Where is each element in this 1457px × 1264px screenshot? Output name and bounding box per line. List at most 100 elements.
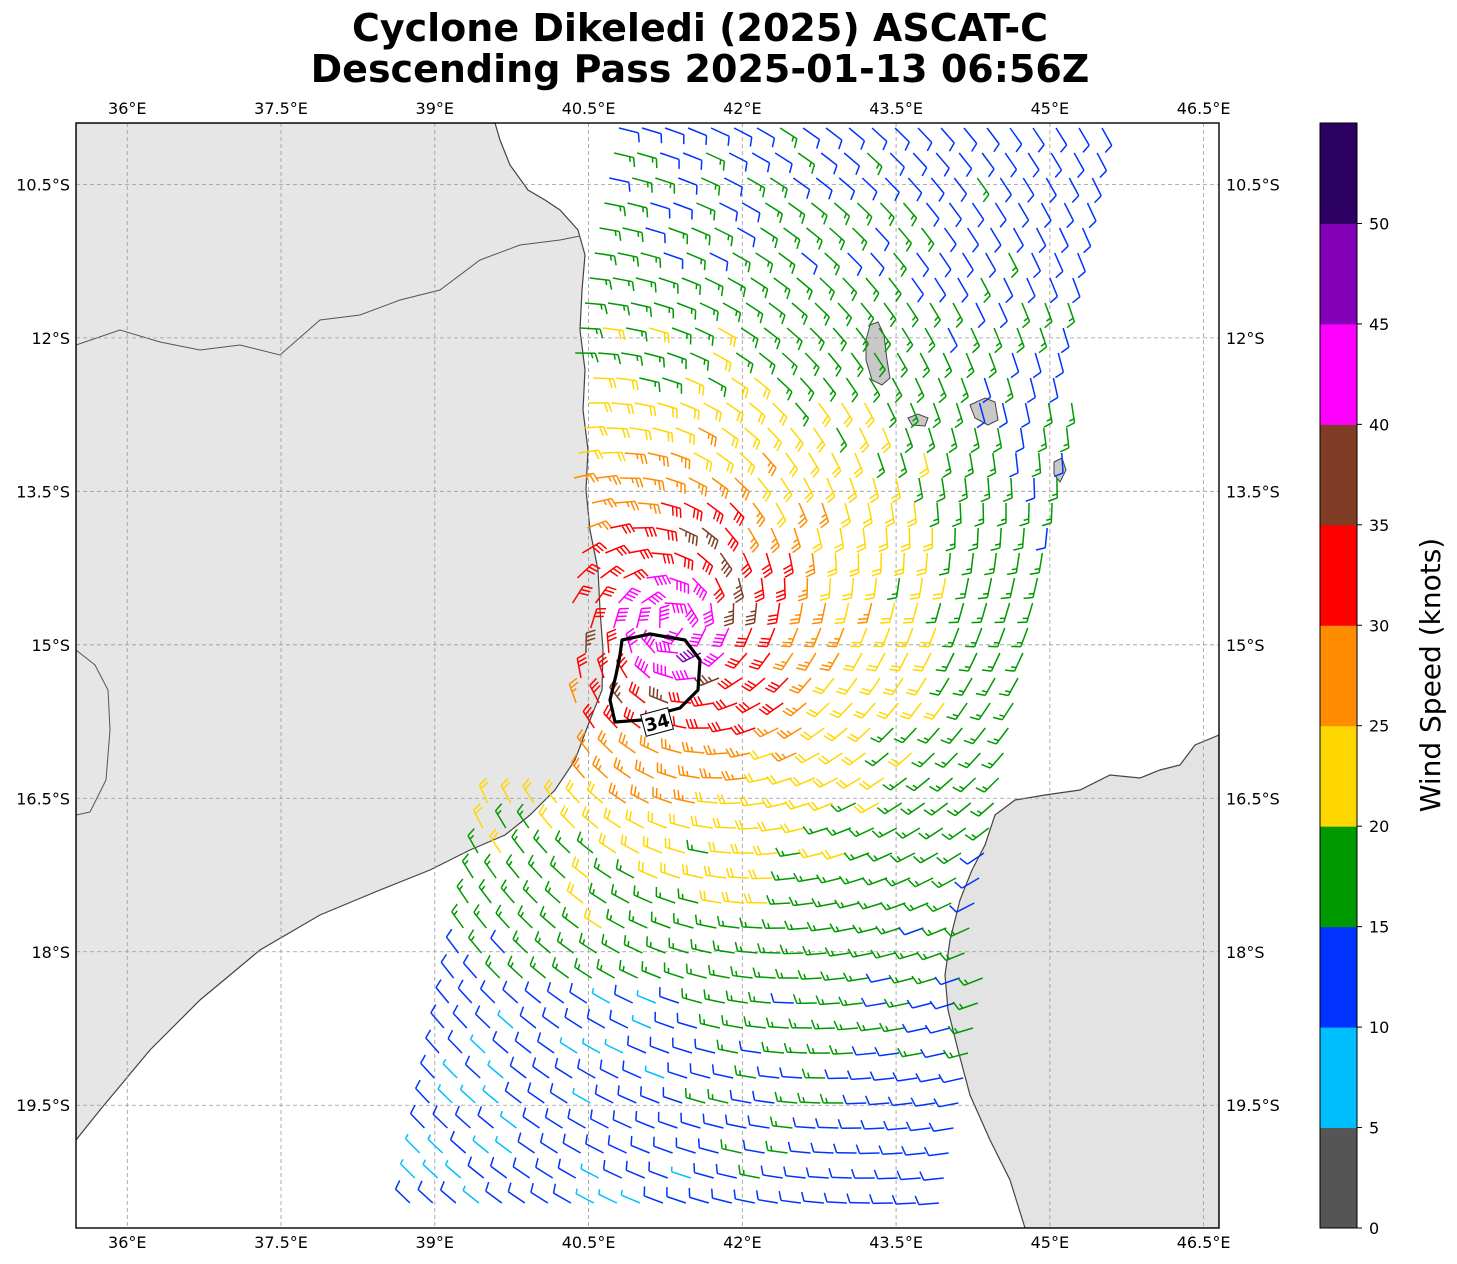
wind-barb (575, 352, 599, 363)
wind-barb (1078, 127, 1090, 153)
wind-barb (734, 941, 758, 954)
wind-barb (715, 1163, 737, 1179)
wind-barb (464, 1055, 481, 1079)
wind-barb (537, 1032, 555, 1054)
wind-barb (827, 352, 842, 377)
wind-barb (656, 527, 678, 542)
wind-barb (668, 937, 689, 954)
wind-barb (420, 1054, 435, 1079)
wind-barb (761, 798, 787, 809)
wind-barb (981, 652, 1001, 672)
wind-barb (809, 327, 825, 352)
wind-barb (797, 1092, 821, 1104)
wind-barb (432, 1105, 448, 1129)
wind-barb (883, 998, 909, 1008)
wind-barb (938, 1073, 964, 1084)
wind-barb (942, 627, 960, 648)
wind-barb (615, 500, 640, 511)
wind-barb (427, 1134, 444, 1154)
wind-barb (634, 402, 657, 417)
wind-barb (770, 992, 794, 1004)
wind-barb (596, 474, 622, 486)
wind-barb (711, 477, 729, 499)
wind-barb (951, 502, 962, 528)
wind-barb (852, 702, 876, 719)
wind-barb (734, 819, 759, 830)
wind-barb (931, 877, 957, 889)
wind-barb (887, 1096, 913, 1107)
wind-barb (730, 843, 754, 854)
wind-barb (837, 302, 853, 327)
wind-barb (788, 677, 812, 694)
wind-barb (861, 177, 878, 201)
wind-barb (716, 794, 741, 805)
wind-barb (522, 1107, 540, 1129)
wind-barb (869, 1071, 895, 1081)
wind-barbs (394, 127, 1113, 1206)
wind-barb (842, 1094, 867, 1105)
wind-barb (792, 994, 817, 1005)
wind-barb (988, 352, 997, 379)
wind-barb (935, 477, 946, 503)
wind-barb (779, 823, 806, 834)
wind-barb (603, 807, 622, 829)
wind-barb (637, 502, 661, 515)
wind-barb (656, 762, 677, 779)
wind-barb (855, 1144, 880, 1155)
wind-barb (637, 860, 658, 879)
wind-barb (825, 827, 852, 837)
wind-barb (725, 747, 751, 758)
figure-title-line2: Descending Pass 2025-01-13 06:56Z (310, 47, 1090, 91)
wind-barb (812, 777, 838, 788)
wind-barb (571, 856, 589, 879)
wind-barb (592, 755, 609, 779)
wind-barb (994, 202, 1007, 228)
wind-barb (819, 1093, 844, 1104)
wind-barb (963, 727, 986, 745)
wind-barb (681, 741, 705, 754)
wind-barb (721, 1015, 744, 1029)
wind-barb (827, 552, 838, 578)
wind-barb (532, 1057, 550, 1079)
wind-barb (594, 586, 617, 604)
wind-barb (589, 677, 601, 704)
wind-barb (725, 867, 750, 879)
wind-barb (589, 277, 613, 290)
africa-land (76, 123, 604, 1141)
wind-barb (878, 327, 892, 353)
wind-barb (667, 1062, 688, 1079)
country-border-west (76, 649, 111, 816)
wind-barb (889, 652, 909, 672)
wind-barb (842, 577, 855, 601)
wind-barb (702, 1113, 724, 1129)
colorbar-bin (1320, 323, 1357, 425)
wind-barb (901, 327, 914, 353)
wind-barb (945, 527, 956, 552)
wind-barb (1026, 377, 1037, 404)
wind-barb (888, 974, 914, 984)
wind-barb (929, 677, 950, 696)
wind-barb (497, 1009, 514, 1029)
wind-barb (992, 702, 1014, 721)
wind-barb (440, 953, 455, 979)
wind-barb (630, 302, 653, 318)
wind-barb (707, 1088, 729, 1104)
wind-barb (999, 177, 1012, 203)
wind-barb (861, 877, 888, 886)
wind-barb (914, 377, 925, 404)
wind-barb (707, 721, 733, 733)
wind-barb (805, 1167, 829, 1179)
wind-barb (829, 227, 846, 251)
lon-tick-label-bottom: 43.5°E (869, 1233, 923, 1252)
wind-barb (648, 327, 670, 343)
wind-barb (742, 202, 761, 223)
wind-barb (980, 277, 991, 304)
wind-barb (696, 552, 714, 576)
wind-barb (888, 277, 902, 303)
wind-barb (641, 961, 661, 979)
wind-barb (986, 452, 997, 478)
wind-barb (633, 526, 658, 537)
wind-barb (938, 552, 952, 576)
lat-tick-label-right: 15°S (1226, 636, 1265, 655)
wind-barb (954, 402, 964, 429)
